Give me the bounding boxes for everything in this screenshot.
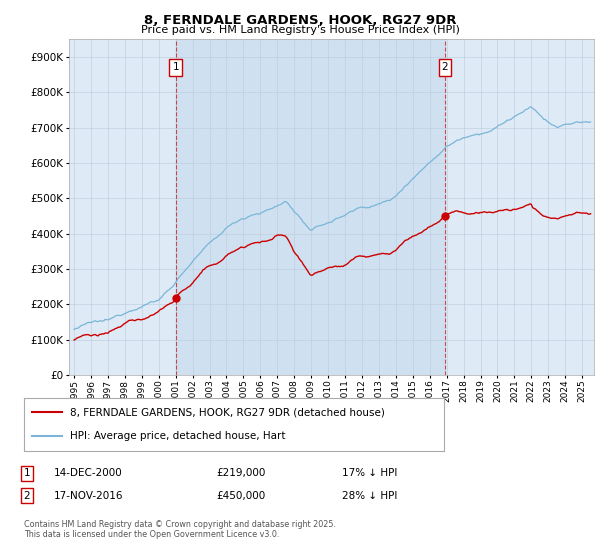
Text: 2: 2 (23, 491, 31, 501)
Text: 8, FERNDALE GARDENS, HOOK, RG27 9DR (detached house): 8, FERNDALE GARDENS, HOOK, RG27 9DR (det… (70, 408, 385, 418)
Text: £219,000: £219,000 (216, 468, 265, 478)
Text: 17% ↓ HPI: 17% ↓ HPI (342, 468, 397, 478)
Bar (176, 39, 445, 375)
Text: HPI: Average price, detached house, Hart: HPI: Average price, detached house, Hart (70, 431, 286, 441)
Text: 2: 2 (442, 63, 448, 72)
Text: 8, FERNDALE GARDENS, HOOK, RG27 9DR: 8, FERNDALE GARDENS, HOOK, RG27 9DR (144, 14, 456, 27)
Text: 17-NOV-2016: 17-NOV-2016 (54, 491, 124, 501)
Text: Contains HM Land Registry data © Crown copyright and database right 2025.
This d: Contains HM Land Registry data © Crown c… (24, 520, 336, 539)
Text: £450,000: £450,000 (216, 491, 265, 501)
Text: Price paid vs. HM Land Registry's House Price Index (HPI): Price paid vs. HM Land Registry's House … (140, 25, 460, 35)
Text: 1: 1 (23, 468, 31, 478)
Text: 28% ↓ HPI: 28% ↓ HPI (342, 491, 397, 501)
Text: 1: 1 (172, 63, 179, 72)
Text: 14-DEC-2000: 14-DEC-2000 (54, 468, 123, 478)
